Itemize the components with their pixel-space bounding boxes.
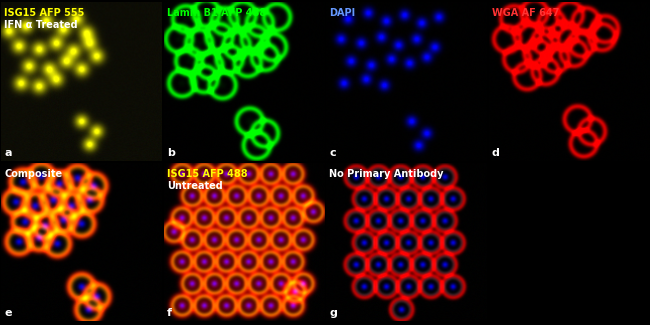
- Text: IFN α Treated: IFN α Treated: [5, 20, 78, 30]
- Text: f: f: [167, 308, 172, 318]
- Text: WGA AF 647: WGA AF 647: [492, 8, 559, 18]
- Text: e: e: [5, 308, 12, 318]
- Text: b: b: [167, 148, 175, 158]
- Text: Composite: Composite: [5, 169, 62, 179]
- Text: g: g: [330, 308, 337, 318]
- Text: Untreated: Untreated: [167, 181, 222, 191]
- Text: ISG15 AFP 555: ISG15 AFP 555: [5, 8, 84, 18]
- Text: No Primary Antibody: No Primary Antibody: [330, 169, 444, 179]
- Text: DAPI: DAPI: [330, 8, 356, 18]
- Text: ISG15 AFP 488: ISG15 AFP 488: [167, 169, 248, 179]
- Text: a: a: [5, 148, 12, 158]
- Text: d: d: [492, 148, 500, 158]
- Text: Lamin B1 AFP 488: Lamin B1 AFP 488: [167, 8, 266, 18]
- Text: c: c: [330, 148, 336, 158]
